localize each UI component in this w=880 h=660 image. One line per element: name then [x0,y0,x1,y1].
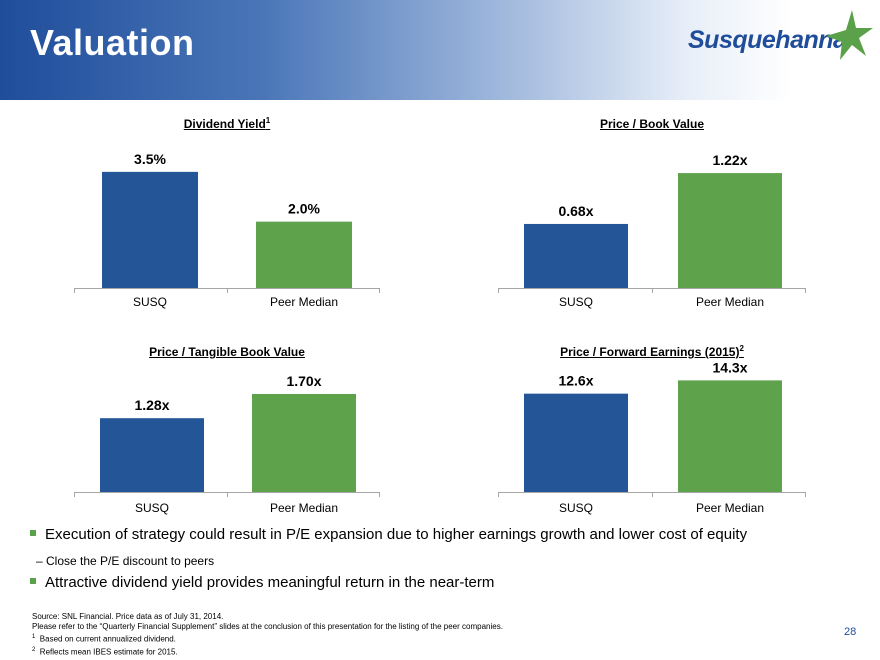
bullet-text: Execution of strategy could result in P/… [45,526,748,543]
category-label: SUSQ [559,501,593,515]
data-label: 2.0% [288,201,320,217]
footnote-2: 2 Reflects mean IBES estimate for 2015. [32,646,178,657]
bar-peer-median [678,380,782,492]
data-label: 0.68x [558,203,593,219]
data-label: 12.6x [558,373,593,389]
bar-susq [524,393,628,492]
category-label: Peer Median [270,295,338,309]
chart-price-book: Price / Book Value 0.68x SUSQ 1.22x Peer Me… [498,112,806,312]
chart-svg: 3.5% SUSQ 2.0% Peer Median [74,151,380,309]
category-label: Peer Median [696,501,764,515]
chart-svg: 0.68x SUSQ 1.22x Peer Median [498,152,806,309]
bullet-item: Attractive dividend yield provides meani… [30,574,494,591]
susquehanna-logo: Susquehanna [684,8,874,68]
logo-text: Susquehanna [688,26,847,54]
bar-peer-median [252,393,356,492]
bullet-item: Execution of strategy could result in P/… [30,526,747,543]
bar-susq [524,223,628,288]
star-icon [826,10,873,60]
footnotes: Source: SNL Financial. Price data as of … [32,612,503,657]
data-label: 3.5% [134,151,166,167]
category-label: Peer Median [270,501,338,515]
category-label: SUSQ [135,501,169,515]
chart-title: Price / Tangible Book Value [149,345,305,359]
sub-bullet-item: – Close the P/E discount to peers [36,554,215,568]
chart-svg: 1.28x SUSQ 1.70x Peer Median [74,373,380,515]
bullet-text: Attractive dividend yield provides meani… [45,574,495,591]
bar-peer-median [256,221,352,288]
data-label: 1.22x [712,152,747,168]
bullet-square-icon [30,578,36,584]
header-band: Valuation [0,0,880,100]
bar-peer-median [678,173,782,288]
footnote-source: Source: SNL Financial. Price data as of … [32,612,224,621]
data-label: 1.70x [286,373,321,389]
data-label: 1.28x [134,397,169,413]
chart-price-forward-earnings: Price / Forward Earnings (2015)2 12.6x SU… [498,340,806,520]
category-label: Peer Median [696,295,764,309]
page-title: Valuation [30,22,195,63]
footnote-1: 1 Based on current annualized dividend. [32,634,176,644]
bar-susq [100,418,204,492]
bullet-square-icon [30,530,36,536]
category-label: SUSQ [559,295,593,309]
chart-title: Dividend Yield1 [183,116,271,131]
chart-dividend-yield: Dividend Yield1 3.5% SUSQ 2.0% Peer Median [74,112,380,312]
chart-svg: 12.6x SUSQ 14.3x Peer Median [498,359,806,515]
chart-title: Price / Book Value [599,117,705,131]
page-number: 28 [844,626,857,638]
bar-susq [102,171,198,288]
footnote-refer: Please refer to the “Quarterly Financial… [32,622,503,631]
category-label: SUSQ [133,295,167,309]
chart-title: Price / Forward Earnings (2015)2 [560,344,744,359]
chart-price-tangible-book: Price / Tangible Book Value 1.28x SUSQ 1.7… [74,340,380,520]
data-label: 14.3x [712,359,747,375]
